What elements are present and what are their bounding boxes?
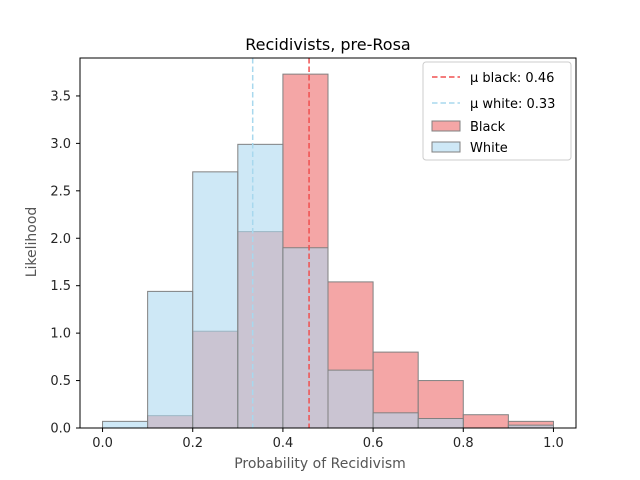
legend-mean-white-label: μ white: 0.33 [470,97,555,112]
y-tick-label: 1.5 [50,279,71,294]
plot-frame [79,57,577,429]
x-tick-label: 0.0 [92,436,113,451]
y-tick-label: 2.0 [50,232,71,247]
legend-black-swatch [431,120,461,132]
x-tick-label: 0.6 [363,436,384,451]
bar-white-bin-4 [282,247,329,429]
mean-lines [251,58,310,428]
legend-white-swatch [431,141,461,153]
x-axis-label: Probability of Recidivism [234,456,406,472]
bar-white-bin-2 [192,171,239,429]
bar-white-bin-1 [147,290,194,429]
x-tick-label: 0.4 [273,436,294,451]
bar-white-bin-5 [327,369,374,429]
histogram-bars [102,73,554,429]
chart-title: Recidivists, pre-Rosa [245,35,410,54]
x-tick-label: 0.2 [182,436,203,451]
bar-black-bin-8 [462,414,509,429]
y-tick-label: 3.5 [50,89,71,104]
legend-black-label: Black [470,120,506,135]
bar-white-bin-6 [372,412,419,429]
legend-box [422,61,572,161]
legend-white-label: White [470,141,508,156]
y-tick-label: 3.0 [50,137,71,152]
x-tick-label: 1.0 [543,436,564,451]
y-axis-ticks: 0.0 0.5 1.0 1.5 2.0 2.5 3.0 3.5 [50,89,80,437]
legend-mean-black-label: μ black: 0.46 [470,71,554,86]
legend: μ black: 0.46 μ white: 0.33 Black White [422,61,572,161]
bar-white-bin-0 [102,420,149,429]
y-tick-label: 0.5 [50,374,71,389]
bar-white-bin-3 [237,143,284,429]
bar-white-bin-7 [417,418,464,429]
y-tick-label: 0.0 [50,422,71,437]
y-tick-label: 2.5 [50,184,71,199]
y-tick-label: 1.0 [50,327,71,342]
x-axis-ticks: 0.0 0.2 0.4 0.6 0.8 1.0 [92,428,564,451]
x-tick-label: 0.8 [453,436,474,451]
y-axis-label: Likelihood [24,207,40,278]
